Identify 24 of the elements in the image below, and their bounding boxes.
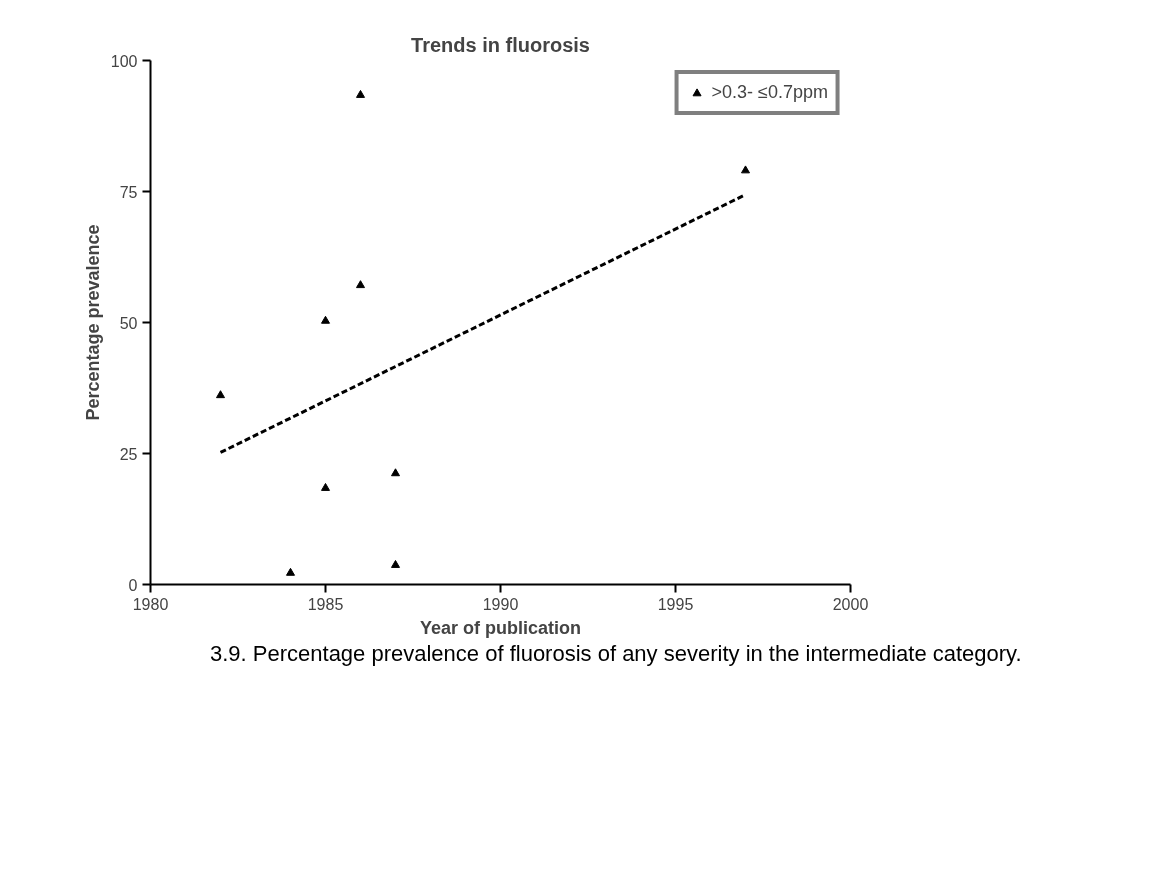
- x-axis-title: Year of publication: [419, 617, 582, 638]
- point: [356, 89, 365, 98]
- text: 3.9. Percentage prevalence of fluorosis of any severity in the intermediate category.: [210, 640, 1022, 668]
- point: [356, 280, 365, 289]
- x-tick-label: 1990: [482, 595, 519, 613]
- x-tick-label: 1995: [657, 595, 694, 613]
- y-tick-label: 25: [119, 445, 138, 463]
- y-axis-title: Percentage prevalence: [82, 224, 103, 421]
- y-tick-label: 100: [110, 52, 138, 70]
- x-tick-label: 1980: [132, 595, 169, 613]
- point: [286, 567, 295, 576]
- legend-label: >0.3- ≤0.7ppm: [711, 82, 828, 103]
- point: [321, 482, 330, 491]
- point: [321, 315, 330, 324]
- y-tick-label: 0: [128, 576, 138, 594]
- point: [741, 165, 750, 174]
- point: [391, 559, 400, 568]
- chart-title: Trends in fluorosis: [411, 33, 590, 56]
- point: [216, 390, 225, 399]
- y-tick-label: 75: [119, 183, 138, 201]
- point: [391, 468, 400, 477]
- x-tick-label: 1985: [307, 595, 344, 613]
- y-tick-label: 50: [119, 314, 138, 332]
- x-tick-label: 2000: [832, 595, 869, 613]
